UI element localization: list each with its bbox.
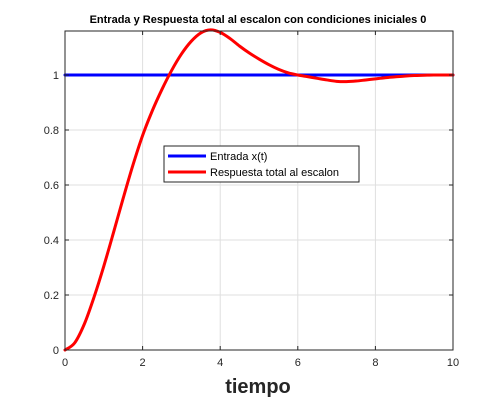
x-tick-label: 4 bbox=[217, 357, 223, 369]
y-tick-label: 1 bbox=[53, 70, 59, 82]
x-tick-label: 8 bbox=[372, 357, 378, 369]
y-tick-label: 0.2 bbox=[44, 290, 59, 302]
legend: Entrada x(t) Respuesta total al escalon bbox=[163, 145, 360, 183]
series-lines bbox=[63, 28, 455, 352]
x-axis-label: tiempo bbox=[225, 376, 291, 398]
y-tick-label: 0.6 bbox=[44, 180, 59, 192]
x-tick-label: 2 bbox=[140, 357, 146, 369]
chart-title: Entrada y Respuesta total al escalon con… bbox=[90, 14, 427, 26]
x-tick-label: 0 bbox=[62, 357, 68, 369]
x-tick-label: 10 bbox=[447, 357, 459, 369]
legend-label: Respuesta total al escalon bbox=[210, 167, 339, 179]
x-tick-label: 6 bbox=[295, 357, 301, 369]
axes-box bbox=[64, 30, 454, 351]
y-tick-label: 0.8 bbox=[44, 125, 59, 137]
legend-box bbox=[163, 145, 360, 183]
plot-area bbox=[65, 31, 453, 350]
axis-ticks: 0 2 4 6 8 10 0 0.2 0.4 0.6 0.8 1 bbox=[44, 31, 459, 369]
y-tick-label: 0 bbox=[53, 345, 59, 357]
series-line-respuesta bbox=[63, 28, 455, 352]
y-tick-label: 0.4 bbox=[44, 235, 59, 247]
legend-label: Entrada x(t) bbox=[210, 151, 267, 163]
